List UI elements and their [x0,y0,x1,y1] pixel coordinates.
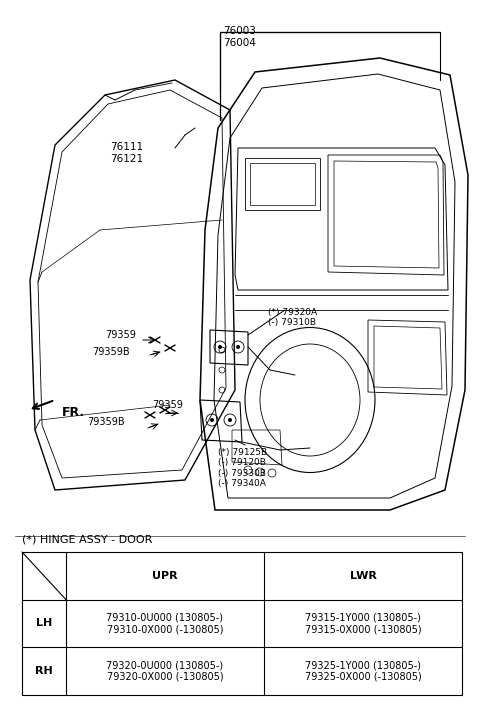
Circle shape [236,345,240,349]
Text: 79310-0U000 (130805-)
79310-0X000 (-130805): 79310-0U000 (130805-) 79310-0X000 (-1308… [107,612,224,634]
Text: 79359: 79359 [105,330,136,340]
Text: 79359B: 79359B [92,347,130,357]
Text: 76111
76121: 76111 76121 [110,142,143,163]
Circle shape [228,418,232,422]
Text: (*) HINGE ASSY - DOOR: (*) HINGE ASSY - DOOR [22,535,152,545]
Text: (*) 79320A
(-) 79310B: (*) 79320A (-) 79310B [268,308,317,327]
Text: 79359: 79359 [152,400,183,410]
Text: RH: RH [35,666,53,676]
Text: LH: LH [36,619,52,629]
Bar [22,552,462,695]
Text: 79325-1Y000 (130805-)
79325-0X000 (-130805): 79325-1Y000 (130805-) 79325-0X000 (-1308… [305,660,421,682]
Text: 79359B: 79359B [87,417,125,427]
Text: 76003
76004: 76003 76004 [224,26,256,48]
Text: (*) 79125B
(-) 79120B
(-) 79330B
(-) 79340A: (*) 79125B (-) 79120B (-) 79330B (-) 793… [218,448,267,488]
Text: 79315-1Y000 (130805-)
79315-0X000 (-130805): 79315-1Y000 (130805-) 79315-0X000 (-1308… [305,612,421,634]
Text: UPR: UPR [152,571,178,581]
Text: LWR: LWR [349,571,376,581]
Circle shape [210,418,214,422]
Text: 79320-0U000 (130805-)
79320-0X000 (-130805): 79320-0U000 (130805-) 79320-0X000 (-1308… [107,660,224,682]
Circle shape [218,345,222,349]
Text: FR.: FR. [62,406,85,420]
